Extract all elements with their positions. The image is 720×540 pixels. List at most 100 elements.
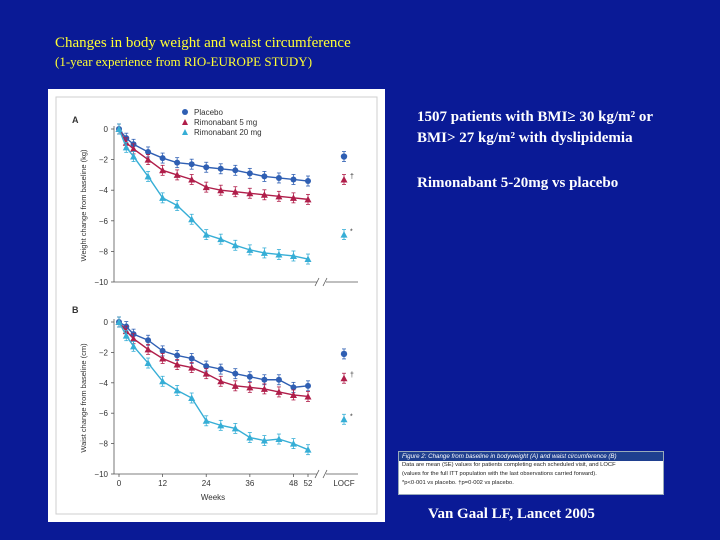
series-1: † [115, 123, 354, 205]
data-point [122, 143, 130, 151]
locf-point [340, 374, 348, 382]
data-point [305, 382, 311, 389]
x-tick-label: 48 [289, 479, 298, 488]
panel-b: B 0 −2 −4 −6 −8 −10 Waist change from baseline … [72, 305, 358, 502]
data-point [289, 194, 297, 201]
data-point [231, 424, 239, 432]
x-axis-label: Weeks [201, 493, 225, 502]
y-tick-label: −10 [94, 278, 108, 287]
data-point [174, 159, 181, 166]
panel-label: B [72, 305, 79, 315]
data-point [231, 241, 239, 249]
data-point [217, 366, 224, 373]
y-tick-label: 0 [104, 125, 109, 134]
panel-a: A 0 −2 −4 −6 −8 −10 Weight change from baseline… [72, 115, 358, 287]
data-point [144, 156, 152, 163]
data-point [217, 235, 225, 243]
data-point [304, 392, 312, 400]
data-point [202, 370, 210, 377]
data-point [173, 171, 181, 178]
y-tick-label: −6 [99, 409, 109, 418]
y-tick-label: −4 [99, 379, 109, 388]
data-point [217, 377, 225, 385]
y-axis-label: Weight change from baseline (kg) [79, 149, 88, 262]
significance-mark: * [350, 413, 353, 420]
data-point [246, 373, 253, 380]
caption-body-3: *p<0·001 vs placebo. †p=0·002 vs placebo… [402, 480, 514, 486]
legend-marker [182, 129, 188, 135]
data-point [203, 363, 210, 370]
data-point [188, 364, 196, 371]
data-point [130, 342, 138, 350]
data-point [290, 176, 297, 183]
data-point [261, 173, 268, 180]
y-axis-label: Waist change from baseline (cm) [79, 343, 88, 453]
data-point [188, 394, 196, 401]
data-point [159, 347, 166, 354]
data-point [289, 440, 297, 447]
data-point [275, 192, 283, 200]
x-tick-label: LOCF [333, 479, 354, 488]
locf-point [340, 175, 348, 183]
figure-caption: Figure 2: Change from baseline in bodywe… [398, 451, 664, 495]
data-point [289, 391, 297, 398]
data-point [122, 332, 130, 339]
y-tick-label: −10 [94, 470, 108, 479]
significance-mark: † [350, 372, 354, 379]
series-1: † [115, 316, 354, 402]
data-point [115, 125, 123, 132]
data-point [289, 252, 297, 259]
data-point [115, 318, 123, 325]
data-point [173, 361, 181, 368]
data-point [275, 435, 283, 443]
data-point [275, 174, 282, 181]
locf-point [340, 231, 348, 238]
data-point [260, 249, 268, 256]
slide-title: Changes in body weight and waist circumf… [55, 35, 351, 51]
data-point [246, 189, 254, 197]
data-point [159, 166, 167, 174]
legend-marker [182, 109, 188, 115]
data-point [246, 434, 254, 441]
data-point [145, 337, 152, 344]
figure-card: Placebo Rimonabant 5 mg Rimonabant 20 mg A 0… [48, 89, 385, 522]
data-point [159, 194, 167, 201]
locf-point [340, 153, 348, 160]
data-point [159, 155, 166, 162]
data-point [260, 437, 268, 444]
series-2: * [115, 316, 353, 456]
series-2: * [115, 123, 353, 265]
legend-label: Placebo [194, 108, 223, 117]
data-point [202, 183, 210, 191]
data-point [260, 385, 268, 392]
data-point [304, 255, 312, 263]
series-line [118, 128, 309, 260]
caption-body-1: Data are mean (SE) values for patients c… [402, 462, 616, 468]
data-point [159, 354, 167, 362]
panel-label: A [72, 115, 79, 125]
legend-label: Rimonabant 5 mg [194, 118, 257, 127]
data-point [217, 165, 224, 172]
treatment-line: Rimonabant 5-20mg vs placebo [417, 175, 619, 191]
data-point [144, 345, 152, 353]
series-0 [116, 123, 348, 187]
data-point [290, 384, 297, 391]
data-point [203, 164, 210, 171]
data-point [231, 382, 239, 389]
data-point [275, 388, 283, 395]
data-point [232, 167, 239, 174]
data-point [275, 376, 282, 383]
y-tick-label: −4 [99, 186, 109, 195]
x-tick-label: 12 [158, 479, 167, 488]
data-point [246, 246, 254, 253]
data-point [232, 370, 239, 377]
data-point [144, 359, 152, 367]
x-tick-label: 24 [202, 479, 211, 488]
figure-border [55, 96, 378, 515]
data-point [246, 170, 253, 177]
data-point [202, 417, 210, 424]
data-point [130, 335, 138, 342]
data-point [174, 352, 181, 359]
